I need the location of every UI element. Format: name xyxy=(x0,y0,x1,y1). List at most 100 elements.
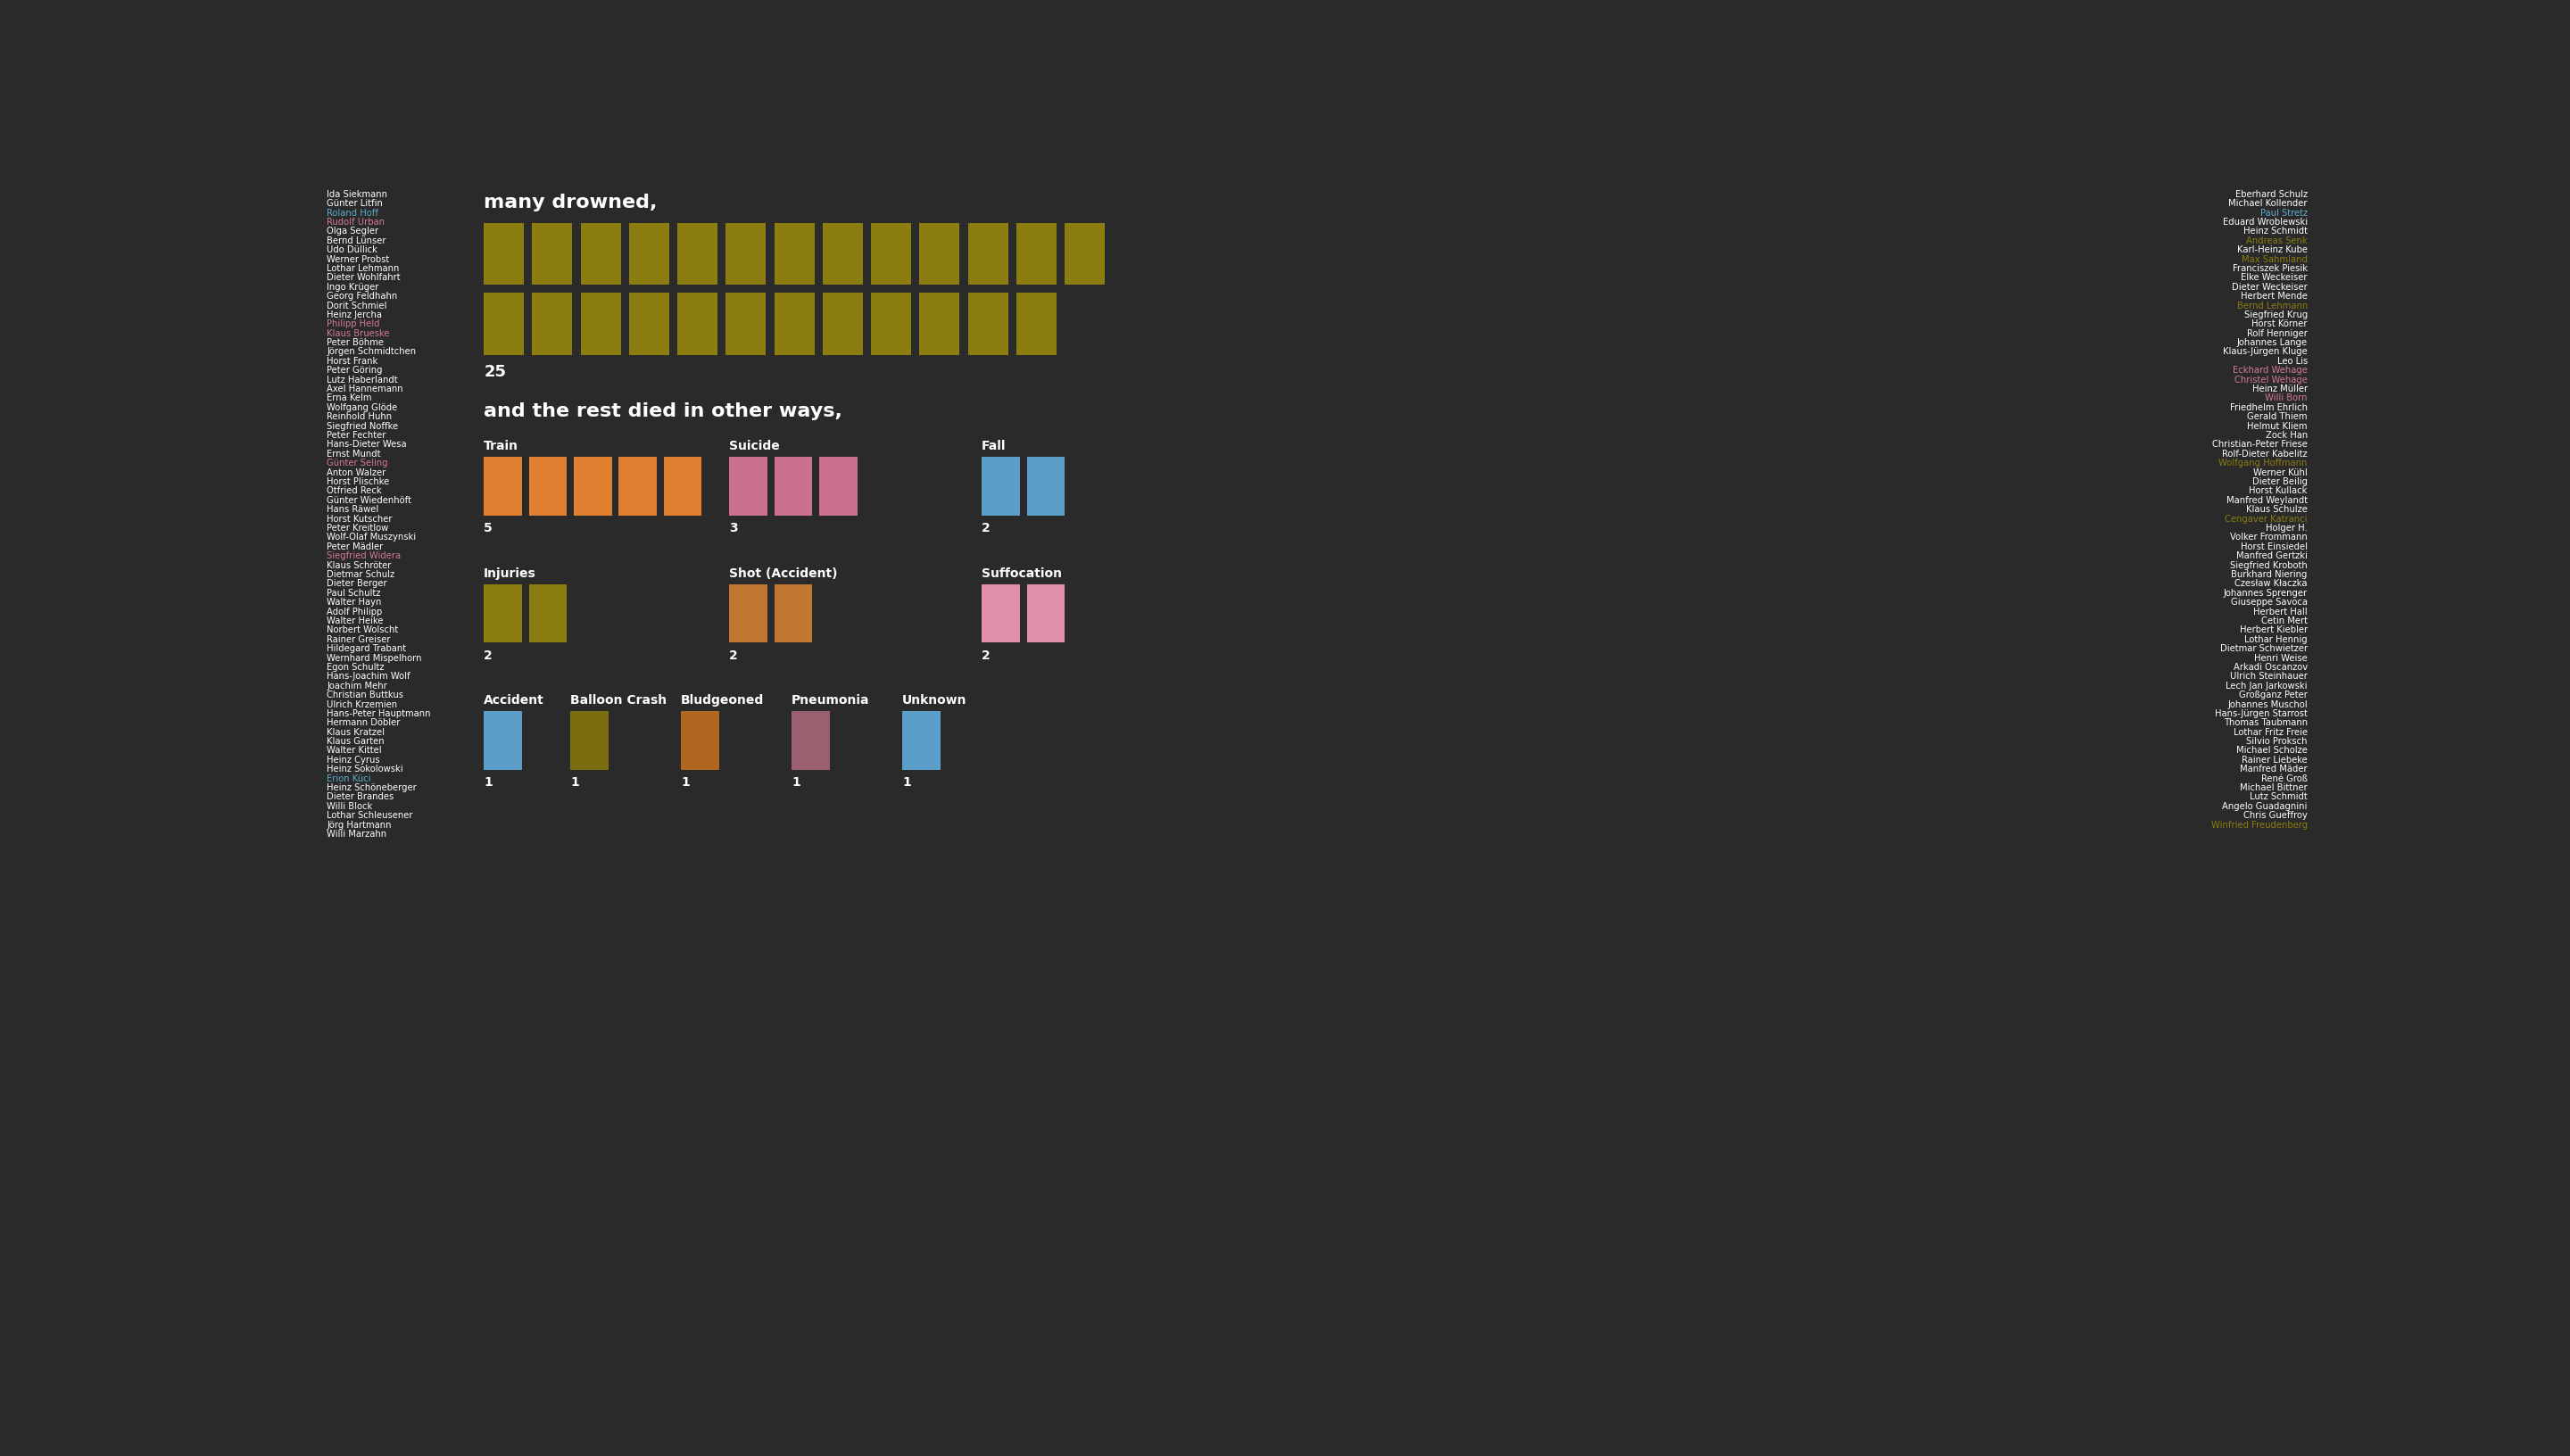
Text: Dietmar Schwietzer: Dietmar Schwietzer xyxy=(2220,644,2308,654)
Text: Egon Schultz: Egon Schultz xyxy=(326,662,386,671)
FancyBboxPatch shape xyxy=(822,293,864,355)
FancyBboxPatch shape xyxy=(871,293,912,355)
Text: Lech Jan Jarkowski: Lech Jan Jarkowski xyxy=(2226,681,2308,690)
Text: Rudolf Urban: Rudolf Urban xyxy=(326,217,386,227)
Text: Dieter Wohlfahrt: Dieter Wohlfahrt xyxy=(326,274,401,282)
Text: 25: 25 xyxy=(483,364,506,380)
Text: Peter Mädler: Peter Mädler xyxy=(326,542,383,552)
Text: Walter Heike: Walter Heike xyxy=(326,616,383,626)
Text: Holger H.: Holger H. xyxy=(2267,524,2308,533)
Text: many drowned,: many drowned, xyxy=(483,194,658,211)
Text: Christian Buttkus: Christian Buttkus xyxy=(326,690,403,699)
FancyBboxPatch shape xyxy=(820,457,858,515)
FancyBboxPatch shape xyxy=(483,293,524,355)
Text: Walter Hayn: Walter Hayn xyxy=(326,598,380,607)
Text: Cetin Mert: Cetin Mert xyxy=(2262,616,2308,626)
Text: Johannes Muschol: Johannes Muschol xyxy=(2228,700,2308,709)
FancyBboxPatch shape xyxy=(573,457,612,515)
FancyBboxPatch shape xyxy=(969,293,1007,355)
Text: Rolf Henniger: Rolf Henniger xyxy=(2246,329,2308,338)
Text: Udo Düllick: Udo Düllick xyxy=(326,246,378,255)
Text: Rainer Greiser: Rainer Greiser xyxy=(326,635,391,644)
Text: Franciszek Piesik: Franciszek Piesik xyxy=(2233,264,2308,272)
FancyBboxPatch shape xyxy=(1025,584,1064,642)
Text: Burkhard Niering: Burkhard Niering xyxy=(2231,571,2308,579)
Text: Herbert Kiebler: Herbert Kiebler xyxy=(2238,626,2308,635)
FancyBboxPatch shape xyxy=(982,457,1020,515)
Text: Johannes Sprenger: Johannes Sprenger xyxy=(2223,588,2308,597)
FancyBboxPatch shape xyxy=(483,584,522,642)
Text: Horst Kullack: Horst Kullack xyxy=(2249,486,2308,495)
FancyBboxPatch shape xyxy=(571,711,609,770)
FancyBboxPatch shape xyxy=(532,223,573,284)
Text: Hans-Peter Hauptmann: Hans-Peter Hauptmann xyxy=(326,709,432,718)
Text: Siegfried Widera: Siegfried Widera xyxy=(326,552,401,561)
Text: Klaus-Jürgen Kluge: Klaus-Jürgen Kluge xyxy=(2223,348,2308,357)
Text: Max Sahmland: Max Sahmland xyxy=(2241,255,2308,264)
FancyBboxPatch shape xyxy=(725,293,766,355)
Text: Wolfgang Hoffmann: Wolfgang Hoffmann xyxy=(2218,459,2308,467)
Text: Paul Stretz: Paul Stretz xyxy=(2259,208,2308,217)
Text: Paul Schultz: Paul Schultz xyxy=(326,588,380,597)
Text: Peter Göring: Peter Göring xyxy=(326,365,383,376)
Text: Gerald Thiem: Gerald Thiem xyxy=(2246,412,2308,421)
Text: Günter Seling: Günter Seling xyxy=(326,459,388,467)
Text: Unknown: Unknown xyxy=(902,695,966,706)
Text: Jörgen Schmidtchen: Jörgen Schmidtchen xyxy=(326,348,416,357)
Text: Horst Körner: Horst Körner xyxy=(2251,320,2308,329)
FancyBboxPatch shape xyxy=(902,711,941,770)
Text: Adolf Philipp: Adolf Philipp xyxy=(326,607,383,616)
Text: Eduard Wroblewski: Eduard Wroblewski xyxy=(2223,217,2308,227)
FancyBboxPatch shape xyxy=(730,584,768,642)
Text: 2: 2 xyxy=(982,649,989,662)
Text: Ulrich Steinhauer: Ulrich Steinhauer xyxy=(2231,673,2308,681)
Text: Werner Kühl: Werner Kühl xyxy=(2254,467,2308,478)
Text: Christian-Peter Friese: Christian-Peter Friese xyxy=(2213,440,2308,448)
Text: Roland Hoff: Roland Hoff xyxy=(326,208,378,217)
FancyBboxPatch shape xyxy=(1015,293,1056,355)
Text: Anton Walzer: Anton Walzer xyxy=(326,467,386,478)
Text: Lothar Lehmann: Lothar Lehmann xyxy=(326,264,398,272)
FancyBboxPatch shape xyxy=(1064,223,1105,284)
Text: Georg Feldhahn: Georg Feldhahn xyxy=(326,291,398,301)
Text: 1: 1 xyxy=(483,776,493,789)
Text: Erion Küci: Erion Küci xyxy=(326,775,370,783)
Text: Accident: Accident xyxy=(483,695,545,706)
Text: Eberhard Schulz: Eberhard Schulz xyxy=(2236,189,2308,199)
Text: Dieter Brandes: Dieter Brandes xyxy=(326,792,393,802)
Text: Dieter Weckeiser: Dieter Weckeiser xyxy=(2231,282,2308,291)
Text: 2: 2 xyxy=(730,649,738,662)
Text: Fall: Fall xyxy=(982,440,1007,453)
Text: Erna Kelm: Erna Kelm xyxy=(326,395,373,403)
Text: Axel Hannemann: Axel Hannemann xyxy=(326,384,403,393)
Text: Ernst Mundt: Ernst Mundt xyxy=(326,450,380,459)
Text: Dorit Schmiel: Dorit Schmiel xyxy=(326,301,388,310)
Text: 5: 5 xyxy=(483,523,493,534)
Text: Michael Kollender: Michael Kollender xyxy=(2228,199,2308,208)
FancyBboxPatch shape xyxy=(730,457,768,515)
Text: Pneumonia: Pneumonia xyxy=(792,695,869,706)
Text: Willi Block: Willi Block xyxy=(326,802,373,811)
Text: Norbert Wolscht: Norbert Wolscht xyxy=(326,626,398,635)
Text: Klaus Brueske: Klaus Brueske xyxy=(326,329,391,338)
Text: Heinz Jercha: Heinz Jercha xyxy=(326,310,383,319)
Text: Cengaver Katranci: Cengaver Katranci xyxy=(2226,514,2308,523)
FancyBboxPatch shape xyxy=(920,223,959,284)
Text: Train: Train xyxy=(483,440,519,453)
FancyBboxPatch shape xyxy=(982,584,1020,642)
Text: 1: 1 xyxy=(902,776,910,789)
Text: Lutz Haberlandt: Lutz Haberlandt xyxy=(326,376,398,384)
Text: Lothar Fritz Freie: Lothar Fritz Freie xyxy=(2233,728,2308,737)
Text: Suffocation: Suffocation xyxy=(982,566,1061,579)
Text: Walter Kittel: Walter Kittel xyxy=(326,747,383,756)
Text: 1: 1 xyxy=(792,776,799,789)
Text: Wernhard Mispelhorn: Wernhard Mispelhorn xyxy=(326,654,421,662)
Text: Klaus Kratzel: Klaus Kratzel xyxy=(326,728,386,737)
Text: Heinz Cyrus: Heinz Cyrus xyxy=(326,756,380,764)
Text: Bernd Lehmann: Bernd Lehmann xyxy=(2236,301,2308,310)
FancyBboxPatch shape xyxy=(532,293,573,355)
Text: Volker Frommann: Volker Frommann xyxy=(2231,533,2308,542)
FancyBboxPatch shape xyxy=(774,223,815,284)
Text: Klaus Schröter: Klaus Schröter xyxy=(326,561,391,569)
Text: Henri Weise: Henri Weise xyxy=(2254,654,2308,662)
